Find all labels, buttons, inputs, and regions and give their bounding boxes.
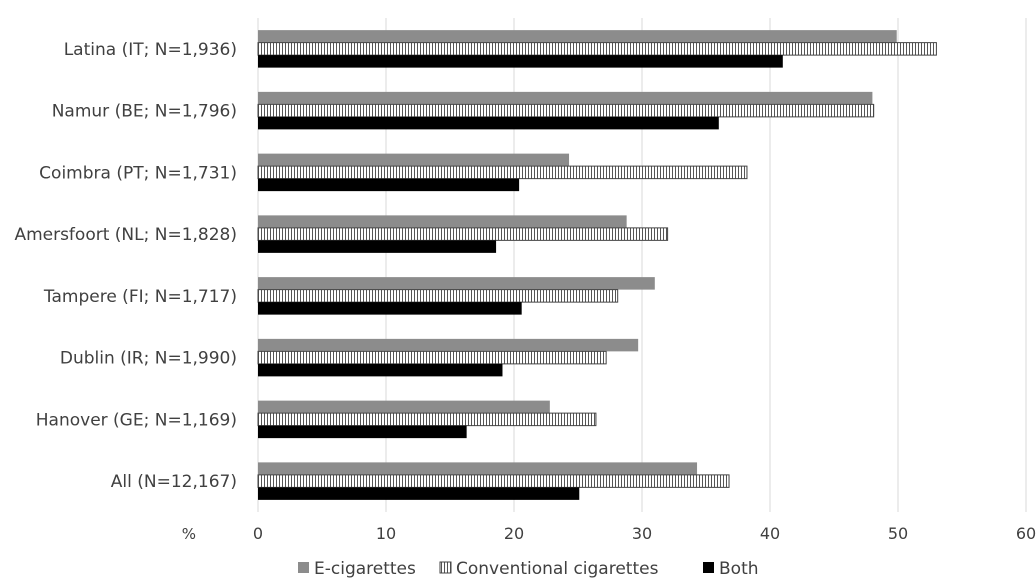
category-label: All (N=12,167): [111, 472, 237, 492]
conventional-bar: [257, 165, 748, 180]
x-axis-unit-label: %: [182, 525, 196, 543]
x-tick-label: 20: [504, 524, 524, 543]
x-tick-label: 10: [376, 524, 396, 543]
both-bar: [258, 178, 520, 192]
ecig-bar: [258, 91, 873, 105]
ecig-bar: [258, 338, 639, 352]
legend-label: Conventional cigarettes: [456, 559, 659, 579]
legend-label: Both: [719, 559, 759, 579]
x-tick-label: 60: [1016, 524, 1036, 543]
both-bar: [258, 240, 497, 253]
category-label: Hanover (GE; N=1,169): [36, 410, 237, 430]
legend-label: E-cigarettes: [314, 559, 416, 579]
both-bar: [258, 487, 580, 500]
ecig-bar: [258, 462, 698, 475]
category-label: Tampere (FI; N=1,717): [43, 287, 237, 307]
category-labels: Latina (IT; N=1,936) Namur (BE; N=1,796) C…: [14, 40, 237, 492]
conventional-bar: [257, 350, 607, 365]
x-axis: % 0 10 20 30 40 50 60: [182, 524, 1036, 543]
both-bar: [258, 363, 503, 377]
category-label: Latina (IT; N=1,936): [64, 40, 237, 60]
x-tick-label: 40: [760, 524, 780, 543]
ecig-bar: [258, 400, 550, 414]
category-label: Amersfoort (NL; N=1,828): [14, 225, 237, 245]
conventional-bar: [257, 42, 937, 56]
ecig-bar: [258, 30, 897, 43]
x-tick-label: 50: [888, 524, 908, 543]
ecig-bar: [258, 215, 627, 228]
x-tick-label: 30: [632, 524, 652, 543]
conventional-bar: [257, 289, 619, 303]
both-bar: [258, 55, 783, 68]
both-bar: [258, 116, 719, 130]
ecig-bar: [258, 153, 570, 167]
legend-swatch-ecig: [298, 562, 309, 573]
x-tick-label: 0: [253, 524, 263, 543]
legend-swatch-conventional: [439, 561, 452, 574]
ecig-bar: [258, 277, 655, 290]
conventional-bar: [257, 103, 875, 118]
both-bar: [258, 425, 467, 439]
both-bar: [258, 302, 522, 315]
category-label: Namur (BE; N=1,796): [52, 102, 237, 122]
category-label: Dublin (IR; N=1,990): [60, 349, 237, 369]
conventional-bar: [257, 227, 669, 241]
conventional-bar: [257, 412, 597, 427]
category-label: Coimbra (PT; N=1,731): [39, 163, 237, 183]
legend: E-cigarettes Conventional cigarettes Both: [298, 559, 759, 579]
legend-swatch-both: [703, 562, 714, 573]
conventional-bar: [257, 474, 730, 488]
bars: [257, 30, 937, 500]
